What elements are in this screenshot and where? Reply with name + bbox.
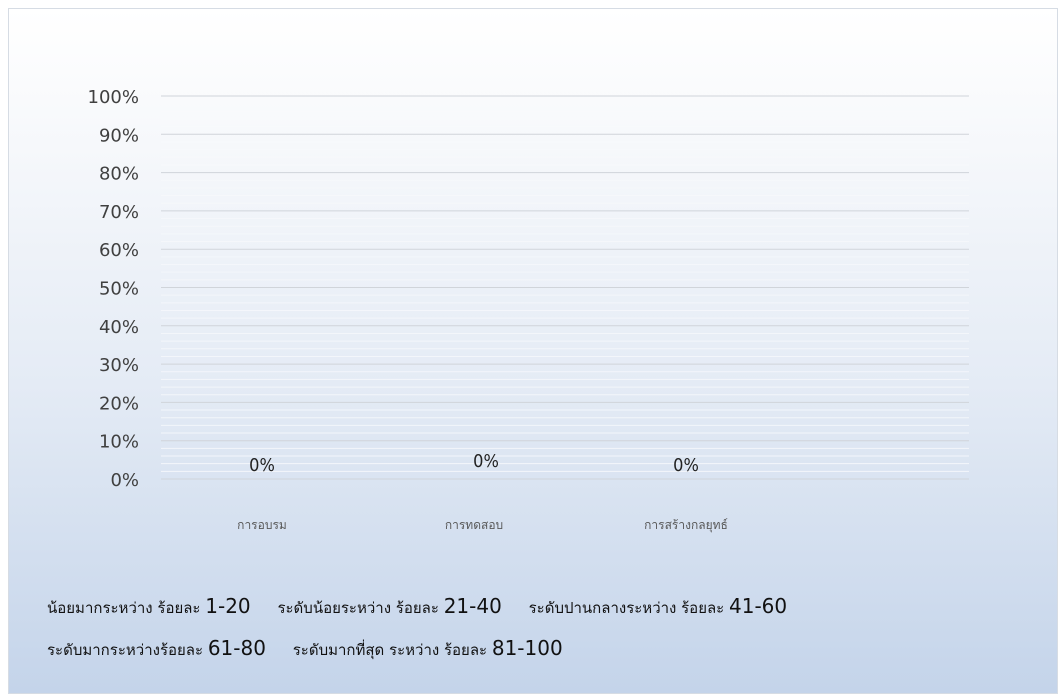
legend-text: ระดับมากระหว่างร้อยละ — [47, 641, 208, 659]
data-label: 0% — [673, 455, 699, 476]
legend-text: ระดับปานกลางระหว่าง ร้อยละ — [528, 599, 729, 617]
y-tick-label: 100% — [88, 87, 139, 108]
legend-text: ระดับน้อยระหว่าง ร้อยละ — [277, 599, 444, 617]
data-labels: 0% 0% 0% — [249, 451, 699, 476]
legend-range: 21-40 — [443, 594, 502, 618]
legend-row-1: น้อยมากระหว่าง ร้อยละ 1-20 ระดับน้อยระหว… — [47, 594, 809, 620]
y-tick-label: 50% — [99, 279, 139, 300]
legend-range: 81-100 — [491, 636, 563, 660]
legend-text: ระดับมากที่สุด ระหว่าง ร้อยละ — [292, 641, 492, 659]
legend-item: ระดับปานกลางระหว่าง ร้อยละ 41-60 — [528, 594, 788, 618]
legend-item: ระดับมากที่สุด ระหว่าง ร้อยละ 81-100 — [292, 636, 563, 660]
y-tick-label: 40% — [99, 317, 139, 338]
legend-range: 61-80 — [207, 636, 266, 660]
y-tick-label: 10% — [99, 432, 139, 453]
data-label: 0% — [473, 451, 499, 472]
legend-row-2: ระดับมากระหว่างร้อยละ 61-80 ระดับมากที่ส… — [47, 636, 585, 662]
y-tick-label: 20% — [99, 393, 139, 414]
x-tick-label: การสร้างกลยุทธ์ — [644, 518, 728, 533]
legend-range: 1-20 — [205, 594, 251, 618]
legend-item: น้อยมากระหว่าง ร้อยละ 1-20 — [47, 594, 251, 618]
gridlines — [161, 95, 969, 480]
legend-range: 41-60 — [729, 594, 788, 618]
chart-frame: 0% 10% 20% 30% 40% 50% 60% 70% 80% 90% 100% 0% 0% 0%… — [8, 8, 1058, 694]
legend-text: น้อยมากระหว่าง ร้อยละ — [47, 599, 206, 617]
legend-item: ระดับมากระหว่างร้อยละ 61-80 — [47, 636, 266, 660]
y-tick-label: 30% — [99, 355, 139, 376]
data-label: 0% — [249, 455, 275, 476]
x-axis-ticks: การอบรม การทดสอบ การสร้างกลยุทธ์ — [237, 518, 728, 533]
y-tick-label: 80% — [99, 164, 139, 185]
x-tick-label: การทดสอบ — [445, 518, 503, 532]
y-tick-label: 70% — [99, 202, 139, 223]
y-tick-label: 0% — [110, 470, 139, 491]
bar-chart: 0%10%20%30%40%50%60%70%80%90%100% 0% 0% 0%… — [88, 87, 969, 533]
x-tick-label: การอบรม — [237, 518, 287, 532]
y-axis-ticks: 0% 10% 20% 30% 40% 50% 60% 70% 80% 90% 100% — [88, 87, 139, 491]
y-tick-label: 60% — [99, 240, 139, 261]
y-tick-label: 90% — [99, 125, 139, 146]
legend-item: ระดับน้อยระหว่าง ร้อยละ 21-40 — [277, 594, 501, 618]
